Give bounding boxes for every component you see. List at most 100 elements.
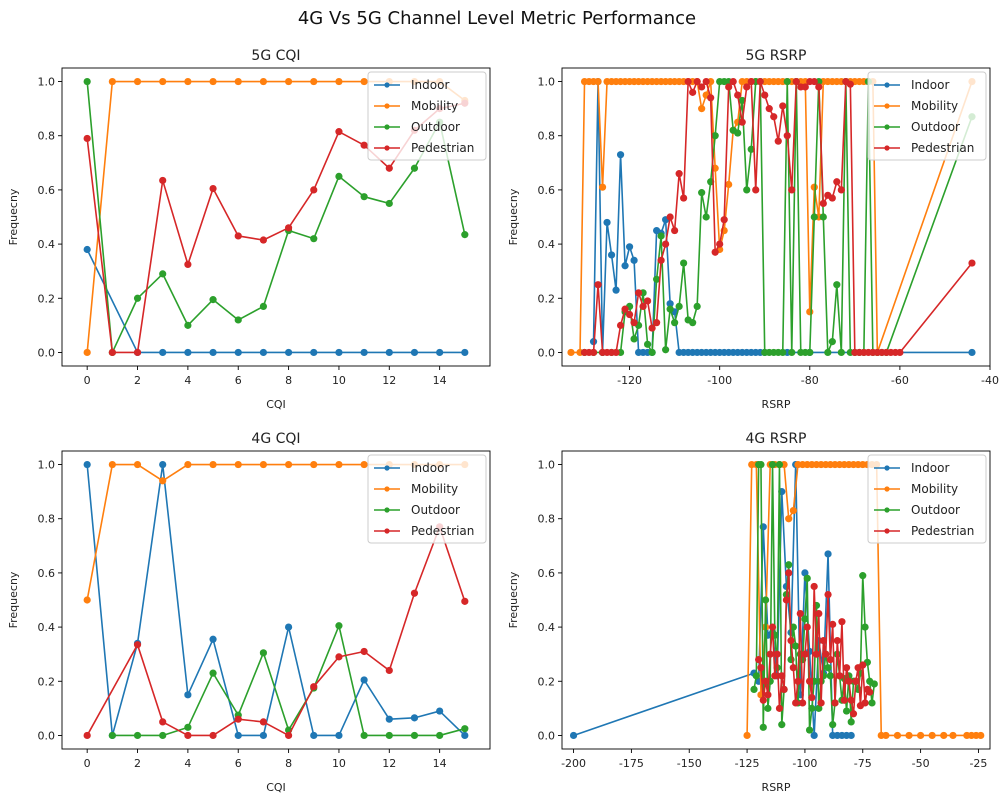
legend-marker-outdoor [884, 507, 890, 513]
data-point-outdoor [759, 723, 767, 731]
data-point-mobility [83, 348, 91, 357]
legend-label-indoor: Indoor [911, 461, 949, 475]
y-axis-label: Frequecny [507, 571, 520, 628]
data-point-pedestrian [698, 83, 706, 91]
data-point-indoor [209, 348, 217, 357]
data-point-pedestrian [968, 259, 976, 267]
plot-area [567, 77, 976, 357]
data-point-pedestrian [259, 236, 268, 244]
x-tick-label: 12 [382, 757, 396, 770]
data-point-outdoor [806, 348, 814, 357]
axes-frame [561, 450, 991, 750]
data-point-indoor [410, 714, 419, 722]
data-point-outdoor [360, 731, 368, 740]
data-point-pedestrian [616, 321, 625, 329]
data-point-outdoor [410, 731, 419, 740]
plot-area [83, 460, 469, 740]
data-point-outdoor [671, 319, 679, 327]
legend-box [867, 71, 987, 161]
data-point-outdoor [653, 275, 661, 283]
y-tick-label: 0.6 [38, 184, 56, 197]
x-tick-label: 6 [235, 374, 242, 387]
data-point-outdoor [824, 348, 832, 357]
data-point-indoor [159, 460, 167, 469]
data-point-mobility [916, 731, 925, 740]
data-point-indoor [607, 251, 616, 259]
data-point-pedestrian [792, 77, 800, 86]
x-tick-label: -60 [891, 374, 909, 387]
data-point-pedestrian [779, 102, 787, 110]
data-point-mobility [159, 77, 167, 86]
x-tick-label: 8 [285, 374, 292, 387]
data-point-outdoor [234, 316, 242, 324]
x-tick-label: -200 [561, 757, 586, 770]
legend-marker-indoor [884, 82, 890, 88]
data-point-outdoor [335, 622, 343, 630]
data-point-pedestrian [837, 186, 845, 194]
data-point-pedestrian [284, 224, 293, 232]
x-tick-label: -40 [981, 374, 999, 387]
data-point-pedestrian [788, 186, 796, 194]
data-point-indoor [360, 676, 368, 684]
data-point-pedestrian [757, 664, 765, 672]
data-point-outdoor [184, 321, 192, 329]
data-point-indoor [385, 715, 393, 723]
data-point-mobility [108, 460, 116, 469]
data-point-outdoor [259, 302, 268, 310]
x-tick-label: 12 [382, 374, 396, 387]
data-point-pedestrian [209, 184, 217, 193]
data-point-outdoor [808, 704, 816, 712]
data-point-pedestrian [815, 609, 823, 618]
data-point-pedestrian [83, 134, 91, 143]
data-point-pedestrian [819, 199, 827, 208]
data-point-outdoor [815, 704, 823, 712]
data-point-pedestrian [828, 194, 836, 202]
data-point-indoor [310, 731, 318, 740]
data-point-pedestrian [849, 710, 858, 718]
data-point-outdoor [752, 672, 760, 680]
subplot-4g-rsrp: 4G RSRP -200 -175 -150 -125 -100 -75 -50 -25 0.0 0… [507, 431, 991, 794]
x-tick-label: -125 [735, 757, 760, 770]
data-point-mobility [209, 460, 217, 469]
data-point-pedestrian [842, 664, 851, 672]
data-point-indoor [284, 623, 293, 631]
legend-label-outdoor: Outdoor [411, 120, 460, 134]
data-point-outdoor [385, 731, 393, 740]
data-point-outdoor [680, 259, 688, 267]
y-tick-label: 0.0 [538, 729, 556, 742]
data-point-pedestrian [648, 324, 656, 332]
data-point-outdoor [698, 189, 706, 197]
data-point-outdoor [83, 77, 91, 86]
data-point-pedestrian [335, 653, 343, 661]
data-point-outdoor [775, 460, 784, 469]
data-point-outdoor [159, 270, 167, 278]
data-point-mobility [360, 77, 368, 86]
data-point-pedestrian [773, 650, 781, 658]
data-point-indoor [83, 460, 91, 469]
data-point-outdoor [833, 281, 841, 289]
data-point-pedestrian [234, 232, 242, 240]
legend-marker-mobility [384, 103, 390, 109]
data-point-mobility [184, 77, 192, 86]
legend-marker-pedestrian [384, 528, 390, 534]
legend-label-indoor: Indoor [411, 78, 449, 92]
data-point-pedestrian [796, 609, 804, 618]
legend-label-mobility: Mobility [911, 99, 958, 113]
y-tick-label: 0.0 [38, 729, 56, 742]
data-point-pedestrian [234, 715, 242, 723]
data-point-pedestrian [759, 696, 767, 704]
x-tick-label: -50 [912, 757, 930, 770]
data-point-pedestrian [785, 569, 793, 577]
data-point-pedestrian [675, 170, 683, 178]
data-point-outdoor [310, 235, 318, 243]
data-point-outdoor [750, 685, 758, 694]
x-axis-label: CQI [266, 781, 286, 794]
data-point-pedestrian [861, 699, 869, 707]
data-point-mobility [259, 460, 268, 469]
data-point-indoor [209, 635, 217, 643]
data-point-pedestrian [630, 319, 638, 327]
data-point-pedestrian [385, 666, 393, 675]
data-point-pedestrian [840, 696, 848, 704]
legend-label-mobility: Mobility [911, 482, 958, 496]
data-point-outdoor [761, 596, 770, 604]
